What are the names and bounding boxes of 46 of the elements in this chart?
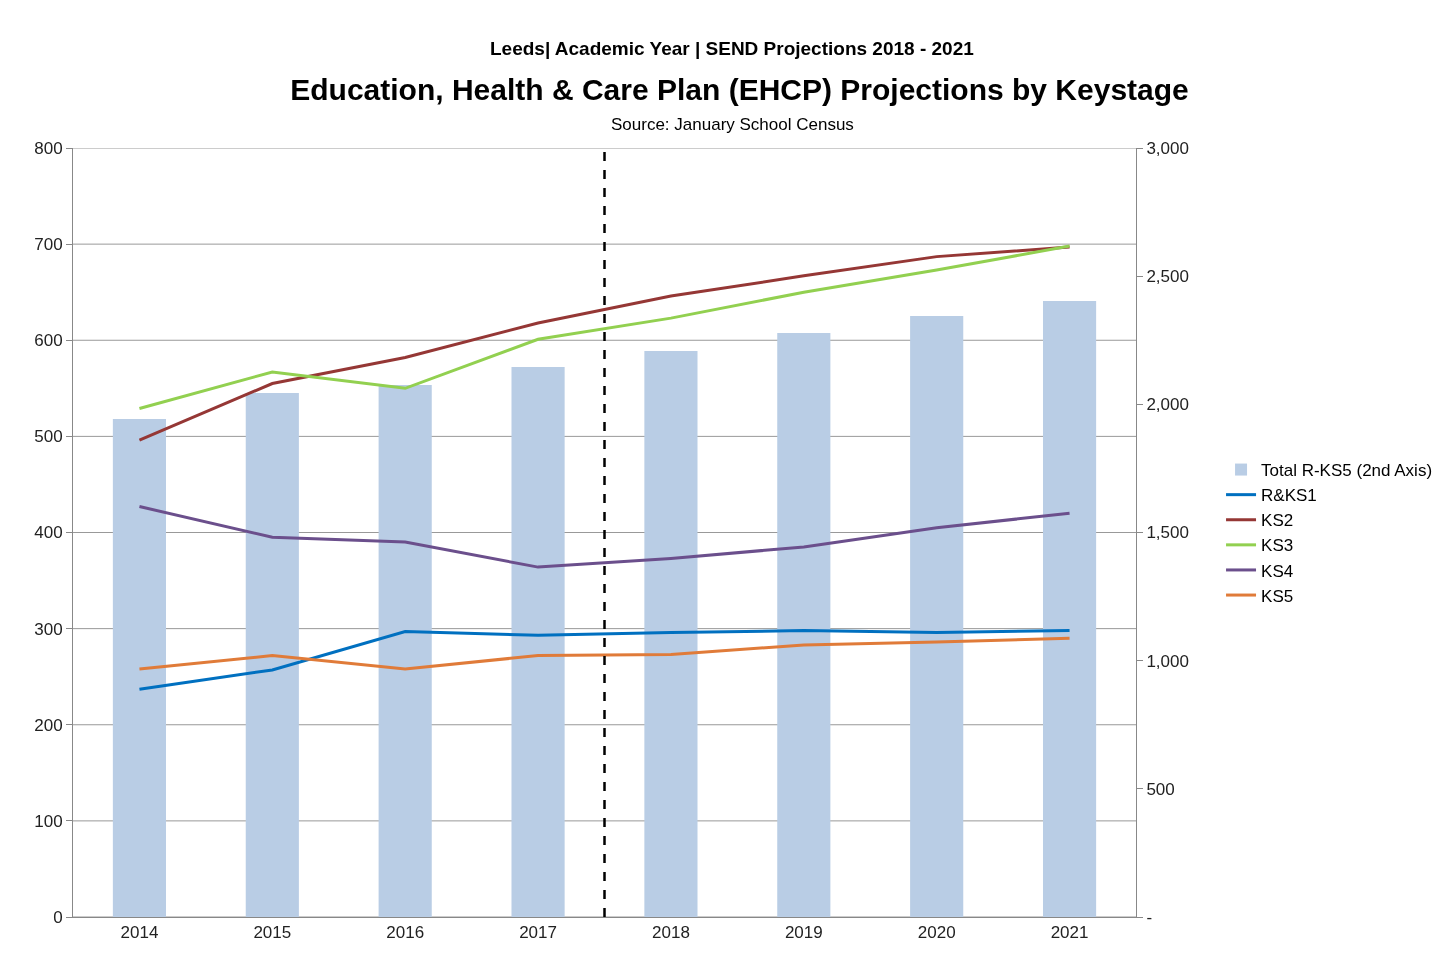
bar (1042, 301, 1097, 917)
bar (511, 366, 565, 917)
x-tick-label: 2017 (519, 923, 557, 943)
line-series (137, 629, 1072, 691)
y-tick-label: 300 (34, 619, 63, 639)
legend-label: Total R-KS5 (2nd Axis) (1261, 461, 1433, 481)
chart-subtitle: Leeds| Academic Year | SEND Projections 2018 - 2021 (490, 38, 975, 59)
bar (910, 315, 964, 917)
y-tick-label: 0 (53, 907, 63, 927)
y-tick-label: 100 (34, 811, 63, 831)
y2-tick-label: 500 (1146, 779, 1175, 799)
y-tick-label: 600 (34, 331, 63, 351)
legend-label: KS4 (1261, 561, 1294, 581)
x-tick-label: 2014 (120, 923, 159, 943)
y-tick-label: 500 (34, 427, 63, 447)
x-tick-label: 2018 (652, 923, 690, 943)
y2-tick-label: 1,500 (1146, 523, 1189, 543)
y2-tick-label: - (1146, 907, 1153, 927)
chart-title: Education, Health & Care Plan (EHCP) Projections by Keystage (290, 72, 1189, 106)
line-series (137, 245, 1072, 442)
line-series (137, 505, 1072, 569)
bar (112, 418, 167, 917)
bar (777, 333, 831, 917)
y-tick-label: 800 (34, 138, 63, 158)
x-tick-label: 2016 (386, 923, 425, 943)
y-tick-label: 400 (34, 523, 63, 543)
bar (644, 351, 698, 917)
line-series (137, 244, 1072, 410)
bar (378, 385, 432, 917)
y2-tick-label: 3,000 (1146, 138, 1189, 158)
y2-tick-label: 1,000 (1146, 651, 1189, 671)
y2-tick-label: 2,500 (1146, 267, 1189, 287)
legend-label: KS2 (1261, 511, 1294, 531)
source-note: Source: January School Census (611, 115, 854, 134)
x-tick-label: 2015 (253, 923, 292, 943)
x-tick-label: 2020 (917, 923, 956, 943)
x-tick-label: 2021 (1050, 923, 1089, 943)
legend-label: KS5 (1261, 586, 1294, 606)
y2-tick-label: 2,000 (1146, 395, 1189, 415)
legend-label: R&KS1 (1261, 486, 1317, 506)
bar (245, 393, 299, 917)
y-tick-label: 700 (34, 235, 63, 255)
legend-label: KS3 (1261, 536, 1294, 556)
y-tick-label: 200 (34, 715, 63, 735)
x-tick-label: 2019 (784, 923, 823, 943)
line-series (137, 636, 1072, 671)
